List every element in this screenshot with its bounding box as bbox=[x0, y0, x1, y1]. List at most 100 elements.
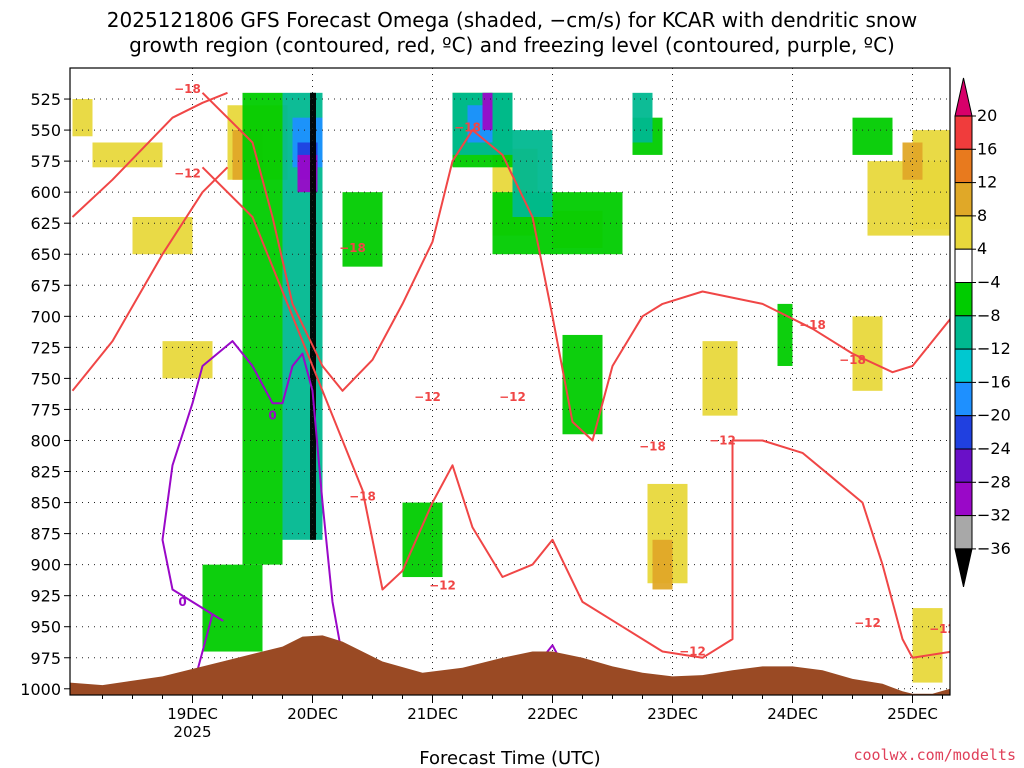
y-tick-label: 775 bbox=[30, 400, 61, 419]
colorbar-swatch bbox=[954, 248, 973, 283]
grid-lines bbox=[70, 68, 950, 695]
colorbar-swatch bbox=[954, 481, 973, 517]
colorbar-label: −24 bbox=[977, 439, 1011, 458]
omega-cell bbox=[777, 303, 793, 366]
contour-label: −18 bbox=[454, 121, 481, 135]
terrain-fill bbox=[70, 635, 950, 695]
colorbar-swatch bbox=[954, 448, 973, 483]
x-tick-sublabel: 2025 bbox=[173, 723, 211, 741]
colorbar-label: −12 bbox=[977, 339, 1011, 358]
x-tick-label: 21DEC bbox=[407, 705, 458, 723]
colorbar-label: 8 bbox=[977, 206, 987, 225]
colorbar-label: 12 bbox=[977, 173, 997, 192]
contour-label: −12 bbox=[174, 167, 201, 181]
colorbar-top-arrow bbox=[954, 77, 973, 117]
omega-cell bbox=[492, 192, 623, 255]
contour-label: −18 bbox=[839, 353, 866, 367]
x-tick-label: 22DEC bbox=[527, 705, 578, 723]
contour-label: 0 bbox=[268, 409, 276, 423]
colorbar-swatch bbox=[954, 348, 973, 383]
colorbar-label: −36 bbox=[977, 539, 1011, 558]
y-tick-label: 825 bbox=[30, 463, 61, 482]
omega-cell bbox=[242, 92, 283, 565]
colorbar-swatch bbox=[954, 182, 973, 217]
x-tick-label: 19DEC bbox=[167, 705, 218, 723]
colorbar-label: −8 bbox=[977, 306, 1001, 325]
colorbar-label: −32 bbox=[977, 506, 1011, 525]
y-tick-label: 575 bbox=[30, 152, 61, 171]
omega-cell bbox=[652, 539, 673, 590]
omega-cell bbox=[852, 316, 883, 391]
omega-cell bbox=[632, 92, 653, 143]
x-tick-label: 20DEC bbox=[287, 705, 338, 723]
omega-cell bbox=[72, 99, 93, 137]
omega-cell bbox=[482, 92, 493, 131]
y-tick-label: 975 bbox=[30, 649, 61, 668]
omega-cell bbox=[512, 130, 553, 217]
terrain bbox=[70, 635, 950, 695]
plot-area: −18 −18 −18 −18 −18 −18 −18 −12 −12 −12 −12 −12 −12 −… bbox=[70, 68, 956, 695]
y-tick-label: 700 bbox=[30, 307, 61, 326]
contour-label: −12 bbox=[429, 579, 456, 593]
colorbar-swatch bbox=[954, 115, 973, 150]
omega-cell bbox=[202, 564, 263, 652]
colorbar-label: 16 bbox=[977, 139, 997, 158]
contour-label: −12 bbox=[854, 616, 881, 630]
y-axis: 525 550 575 600 625 650 675 700 725 750 775 800 825 8… bbox=[20, 90, 70, 699]
y-tick-label: 925 bbox=[30, 587, 61, 606]
y-tick-label: 625 bbox=[30, 214, 61, 233]
contour-label: −18 bbox=[799, 318, 826, 332]
y-tick-label: 600 bbox=[30, 183, 61, 202]
colorbar: 20 16 12 8 4 −4 −8 −12 −16 −20 −24 −28 −32 −36 bbox=[954, 77, 1011, 588]
omega-cell bbox=[852, 117, 893, 155]
colorbar-swatch bbox=[954, 381, 973, 417]
contour-label: −12 bbox=[709, 433, 736, 447]
credit-link[interactable]: coolwx.com/modelts bbox=[853, 746, 1016, 764]
y-tick-label: 900 bbox=[30, 556, 61, 575]
contour-label: −12 bbox=[414, 390, 441, 404]
contour-line bbox=[161, 340, 344, 690]
omega-cell bbox=[342, 192, 383, 267]
contour-label: −18 bbox=[349, 489, 376, 503]
colorbar-label: 4 bbox=[977, 239, 987, 258]
y-tick-label: 675 bbox=[30, 276, 61, 295]
colorbar-swatch bbox=[954, 215, 973, 250]
contour-label: −18 bbox=[174, 82, 201, 96]
colorbar-label: −28 bbox=[977, 472, 1011, 491]
omega-cell bbox=[310, 92, 316, 540]
y-tick-label: 875 bbox=[30, 525, 61, 544]
omega-cell bbox=[912, 608, 943, 683]
y-tick-label: 650 bbox=[30, 245, 61, 264]
colorbar-swatch bbox=[954, 282, 973, 317]
colorbar-swatch bbox=[954, 148, 973, 184]
colorbar-label: −20 bbox=[977, 406, 1011, 425]
colorbar-swatch bbox=[954, 315, 973, 350]
x-tick-label: 25DEC bbox=[887, 705, 938, 723]
contour-line bbox=[201, 92, 950, 442]
colorbar-label: −4 bbox=[977, 273, 1001, 292]
x-axis-label: Forecast Time (UTC) bbox=[419, 748, 600, 768]
chart-title-line1: 2025121806 GFS Forecast Omega (shaded, −… bbox=[107, 8, 917, 32]
y-tick-label: 1000 bbox=[20, 680, 61, 699]
contour-label: −18 bbox=[639, 440, 666, 454]
chart-title-line2: growth region (contoured, red, ºC) and f… bbox=[129, 33, 895, 57]
x-tick-label: 24DEC bbox=[767, 705, 818, 723]
y-tick-label: 725 bbox=[30, 338, 61, 357]
contour-line bbox=[201, 166, 950, 659]
x-tick-label: 23DEC bbox=[647, 705, 698, 723]
y-tick-label: 950 bbox=[30, 618, 61, 637]
contour-label: −18 bbox=[339, 241, 366, 255]
y-tick-label: 525 bbox=[30, 90, 61, 109]
contour-line bbox=[71, 166, 229, 392]
colorbar-swatch bbox=[954, 415, 973, 450]
plot-frame bbox=[69, 67, 951, 696]
y-tick-label: 550 bbox=[30, 121, 61, 140]
omega-shading bbox=[72, 92, 950, 683]
colorbar-label: 20 bbox=[977, 106, 997, 125]
contour-label: −12 bbox=[929, 622, 956, 636]
chart-title: 2025121806 GFS Forecast Omega (shaded, −… bbox=[107, 8, 917, 57]
contour-line bbox=[71, 91, 228, 218]
colorbar-label: −16 bbox=[977, 372, 1011, 391]
